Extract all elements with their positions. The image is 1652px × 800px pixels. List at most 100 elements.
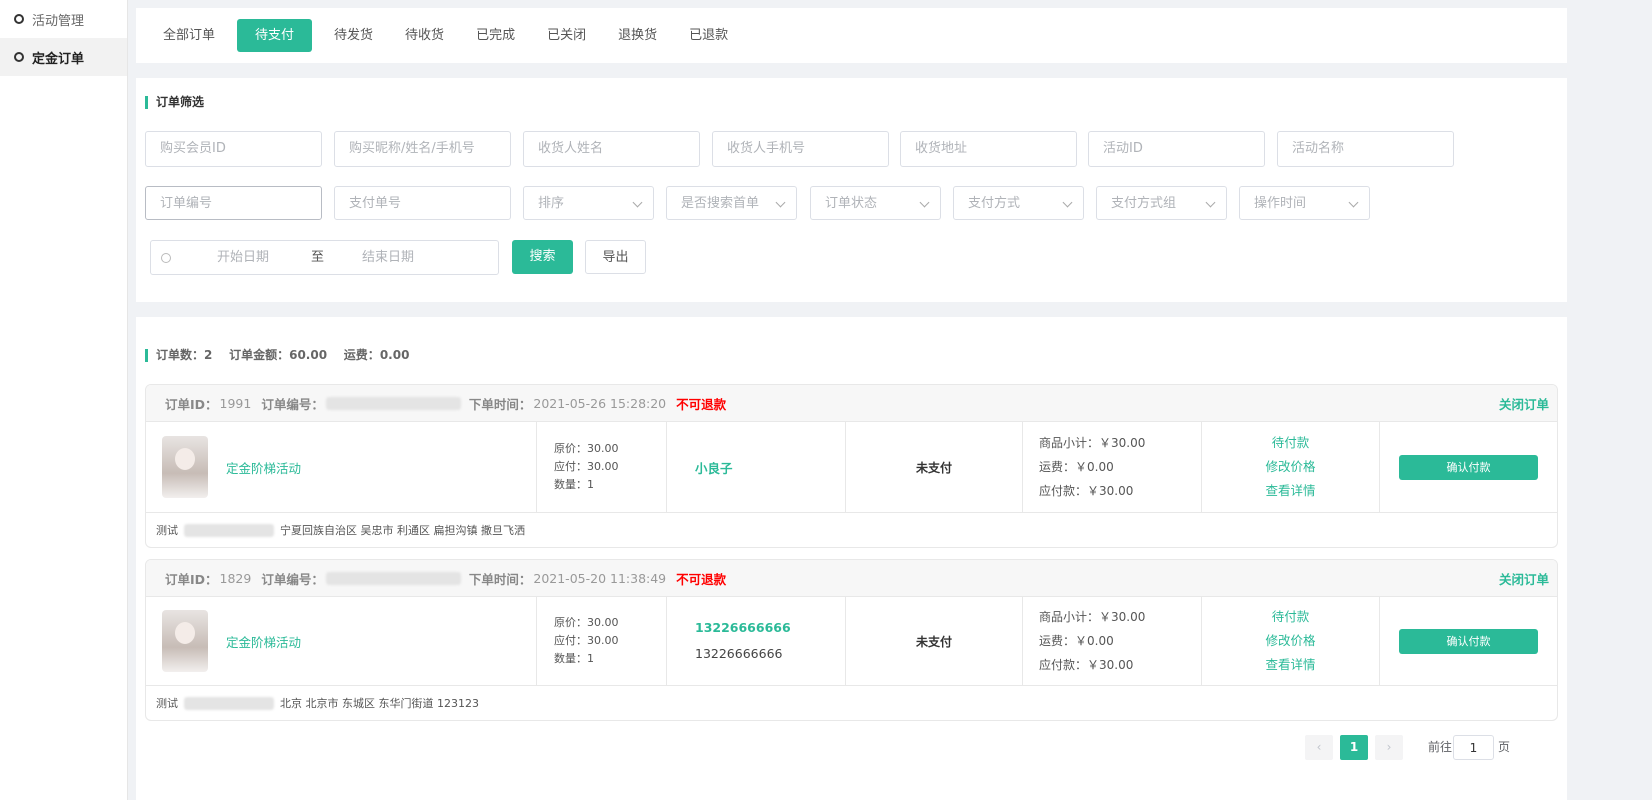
orig-label: 原价： xyxy=(554,442,587,455)
receiver-phone-input[interactable]: 收货人手机号 xyxy=(712,131,889,167)
page-jump-input[interactable]: 1 xyxy=(1453,735,1494,760)
operation-time-select[interactable]: 操作时间 xyxy=(1239,186,1370,220)
orig-price: 30.00 xyxy=(587,442,619,455)
address-input[interactable]: 收货地址 xyxy=(900,131,1077,167)
receiver-name-input[interactable]: 收货人姓名 xyxy=(523,131,700,167)
sort-select[interactable]: 排序 xyxy=(523,186,654,220)
tab-to-receive[interactable]: 待收货 xyxy=(405,28,445,43)
modify-price-link[interactable]: 修改价格 xyxy=(1265,459,1316,474)
freight: ￥0.00 xyxy=(1075,634,1114,648)
pay-status: 未支付 xyxy=(915,460,952,475)
subtotal-label: 商品小计： xyxy=(1039,436,1100,450)
orig-price: 30.00 xyxy=(587,616,619,629)
quantity: 1 xyxy=(587,652,594,665)
tab-pending-payment[interactable]: 待支付 xyxy=(237,19,313,52)
activity-name[interactable]: 定金阶梯活动 xyxy=(226,634,302,650)
order-id: 1829 xyxy=(219,570,252,586)
goto-label: 前往 xyxy=(1427,740,1452,754)
prev-page-button[interactable]: ‹ xyxy=(1305,735,1333,760)
range-separator: 至 xyxy=(311,250,325,265)
select-value: 支付方式 xyxy=(968,196,1021,211)
tab-refunded[interactable]: 已退款 xyxy=(689,28,729,43)
subtotal-label: 商品小计： xyxy=(1039,610,1100,624)
address-text: 北京 北京市 东城区 东华门街道 123123 xyxy=(280,697,479,710)
filter-title: 订单筛选 xyxy=(145,96,204,109)
orig-label: 原价： xyxy=(554,616,587,629)
pending-payment-status: 待付款 xyxy=(1271,435,1310,450)
filter-panel: 订单筛选 购买会员ID 购买昵称/姓名/手机号 收货人姓名 收货人手机号 收货地… xyxy=(136,78,1567,302)
due-label: 应付款： xyxy=(1039,484,1088,498)
order-tabs: 全部订单 待支付 待发货 待收货 已完成 已关闭 退换货 已退款 xyxy=(136,8,1567,63)
pay-no-input[interactable]: 支付单号 xyxy=(334,186,511,220)
order-header: 订单ID： 1829 订单编号： 下单时间： 2021-05-20 11:38:49… xyxy=(146,560,1557,597)
amount-due: ￥30.00 xyxy=(1087,484,1134,498)
activity-name-input[interactable]: 活动名称 xyxy=(1277,131,1454,167)
close-order-link[interactable]: 关闭订单 xyxy=(1498,396,1549,412)
order-card: 订单ID： 1829 订单编号： 下单时间： 2021-05-20 11:38:49… xyxy=(145,559,1558,721)
order-id-label: 订单ID： xyxy=(165,571,218,587)
close-order-link[interactable]: 关闭订单 xyxy=(1498,571,1549,587)
freight: ￥0.00 xyxy=(1075,460,1114,474)
freight-total: 0.00 xyxy=(379,348,410,362)
pay-group-select[interactable]: 支付方式组 xyxy=(1096,186,1227,220)
address-text: 宁夏回族自治区 吴忠市 利通区 扁担沟镇 撒旦飞洒 xyxy=(280,524,525,537)
select-value: 排序 xyxy=(538,196,565,211)
export-button[interactable]: 导出 xyxy=(585,240,646,274)
buyer-name[interactable]: 13226666666 xyxy=(695,620,791,635)
end-date[interactable]: 结束日期 xyxy=(362,250,415,265)
phone-redacted xyxy=(184,523,274,537)
start-date[interactable]: 开始日期 xyxy=(217,250,270,265)
buyer-input[interactable]: 购买昵称/姓名/手机号 xyxy=(334,131,511,167)
shipping-address: 测试 宁夏回族自治区 吴忠市 利通区 扁担沟镇 撒旦飞洒 xyxy=(146,513,1557,547)
chevron-down-icon xyxy=(632,197,643,208)
activity-id-input[interactable]: 活动ID xyxy=(1088,131,1265,167)
order-time-label: 下单时间： xyxy=(468,396,532,412)
freight-label: 运费： xyxy=(1039,634,1076,648)
clock-icon xyxy=(161,252,171,263)
circle-icon xyxy=(14,14,24,24)
buyer-name[interactable]: 小良子 xyxy=(695,460,733,476)
order-count: 2 xyxy=(204,348,213,362)
activity-name[interactable]: 定金阶梯活动 xyxy=(226,460,302,476)
no-refund-badge: 不可退款 xyxy=(676,571,727,587)
order-list-panel: 订单数：2 订单金额：60.00 运费：0.00 订单ID： 1991 订单编号：… xyxy=(136,317,1567,800)
tab-returns[interactable]: 退换货 xyxy=(618,28,658,43)
receiver-name: 测试 xyxy=(156,524,178,537)
chevron-down-icon xyxy=(1062,197,1073,208)
tab-all[interactable]: 全部订单 xyxy=(163,28,216,43)
order-id-label: 订单ID： xyxy=(165,396,218,412)
payable-price: 30.00 xyxy=(587,634,619,647)
buyer-phone: 13226666666 xyxy=(695,646,783,661)
chevron-down-icon xyxy=(1348,197,1359,208)
select-value: 是否搜索首单 xyxy=(681,196,760,211)
sidebar-item-activity[interactable]: 活动管理 xyxy=(0,0,127,38)
member-id-input[interactable]: 购买会员ID xyxy=(145,131,322,167)
sidebar: 活动管理 定金订单 xyxy=(0,0,128,800)
sidebar-item-deposit-orders[interactable]: 定金订单 xyxy=(0,38,127,76)
tab-to-ship[interactable]: 待发货 xyxy=(334,28,374,43)
order-status-select[interactable]: 订单状态 xyxy=(810,186,941,220)
select-value: 支付方式组 xyxy=(1111,196,1177,211)
first-order-select[interactable]: 是否搜索首单 xyxy=(666,186,797,220)
circle-icon xyxy=(14,52,24,62)
select-value: 操作时间 xyxy=(1254,196,1307,211)
count-label: 订单数： xyxy=(156,348,205,362)
confirm-payment-button[interactable]: 确认付款 xyxy=(1399,454,1538,480)
order-no-label: 订单编号： xyxy=(261,396,324,412)
confirm-payment-button[interactable]: 确认付款 xyxy=(1399,628,1538,654)
pay-method-select[interactable]: 支付方式 xyxy=(953,186,1084,220)
next-page-button[interactable]: › xyxy=(1375,735,1403,760)
modify-price-link[interactable]: 修改价格 xyxy=(1265,633,1316,648)
view-details-link[interactable]: 查看详情 xyxy=(1265,483,1316,498)
tab-completed[interactable]: 已完成 xyxy=(476,28,516,43)
order-no-label: 订单编号： xyxy=(261,571,324,587)
page-1-button[interactable]: 1 xyxy=(1340,735,1368,760)
order-no-input[interactable]: 订单编号 xyxy=(145,186,322,220)
search-button[interactable]: 搜索 xyxy=(512,240,573,274)
payable-label: 应付： xyxy=(554,634,587,647)
order-time: 2021-05-26 15:28:20 xyxy=(533,395,667,411)
view-details-link[interactable]: 查看详情 xyxy=(1265,657,1316,672)
tab-closed[interactable]: 已关闭 xyxy=(547,28,587,43)
date-range-picker[interactable]: 开始日期 至 结束日期 xyxy=(150,240,499,275)
order-amount: 60.00 xyxy=(289,348,328,362)
